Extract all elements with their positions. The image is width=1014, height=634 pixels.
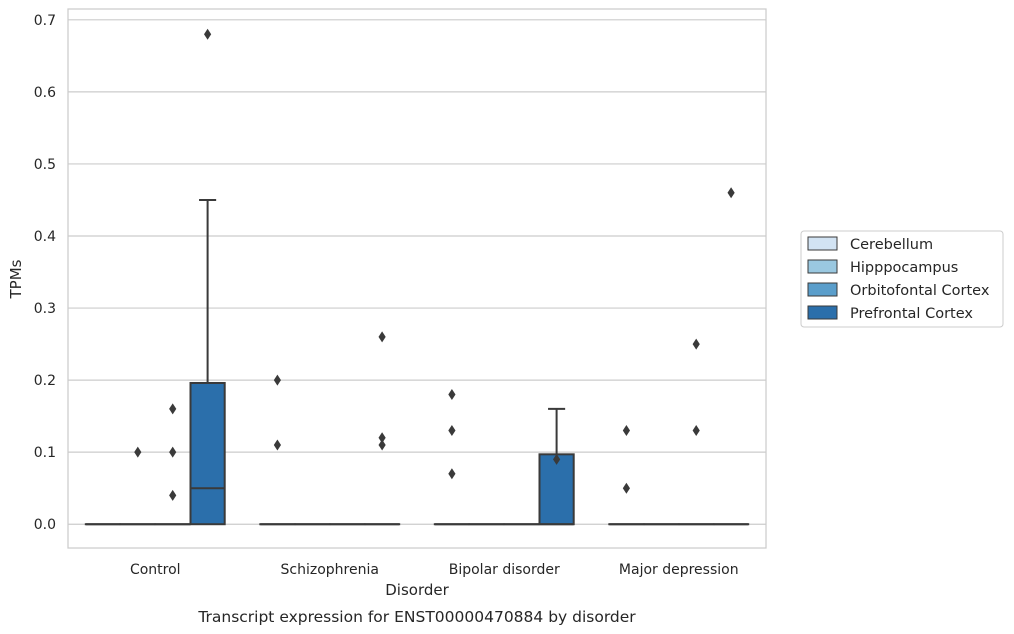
y-tick-label: 0.5 bbox=[34, 157, 56, 173]
y-tick-label: 0.6 bbox=[34, 85, 56, 101]
chart-caption: Transcript expression for ENST0000047088… bbox=[197, 608, 636, 626]
outlier-point bbox=[134, 446, 142, 458]
outlier-point bbox=[169, 446, 177, 458]
legend-label: Cerebellum bbox=[850, 237, 933, 253]
outlier-point bbox=[622, 482, 630, 494]
x-tick-labels: Control Schizophrenia Bipolar disorder Majo… bbox=[130, 562, 739, 578]
x-tick-label: Control bbox=[130, 562, 181, 578]
outlier-point bbox=[273, 374, 281, 386]
y-tick-label: 0.2 bbox=[34, 373, 56, 389]
y-tick-label: 0.1 bbox=[34, 445, 56, 461]
y-tick-label: 0.7 bbox=[34, 13, 56, 29]
x-tick-label: Schizophrenia bbox=[281, 562, 379, 578]
series-cerebellum bbox=[84, 374, 645, 526]
box bbox=[189, 381, 226, 526]
outlier-point bbox=[169, 403, 177, 415]
x-tick-label: Major depression bbox=[619, 562, 739, 578]
series-prefrontal-cortex bbox=[189, 28, 750, 526]
outlier-point bbox=[273, 439, 281, 451]
outlier-point bbox=[378, 432, 386, 444]
outlier-point bbox=[169, 489, 177, 501]
y-tick-label: 0.4 bbox=[34, 229, 56, 245]
outlier-point bbox=[204, 28, 212, 40]
outlier-point bbox=[622, 425, 630, 437]
plot-area-frame bbox=[67, 8, 767, 549]
legend-label: Prefrontal Cortex bbox=[850, 306, 973, 322]
outlier-point bbox=[378, 439, 386, 451]
outlier-point bbox=[692, 425, 700, 437]
y-axis-label: TPMs bbox=[7, 259, 25, 299]
x-axis-label: Disorder bbox=[385, 581, 449, 599]
x-tick-label: Bipolar disorder bbox=[449, 562, 560, 578]
y-tick-labels: 0.0 0.1 0.2 0.3 0.4 0.5 0.6 0.7 bbox=[34, 13, 56, 533]
legend-label: Hipppocampus bbox=[850, 260, 958, 276]
legend-swatch bbox=[807, 236, 838, 251]
legend-frame bbox=[800, 230, 1004, 328]
outlier-point bbox=[378, 331, 386, 343]
legend-swatch bbox=[807, 259, 838, 274]
legend-label: Orbitofontal Cortex bbox=[850, 283, 990, 299]
box-series bbox=[84, 28, 750, 526]
legend-swatch bbox=[807, 305, 838, 320]
y-tick-label: 0.3 bbox=[34, 301, 56, 317]
outlier-point bbox=[448, 389, 456, 401]
outlier-point bbox=[553, 453, 561, 465]
outlier-point bbox=[448, 468, 456, 480]
outlier-point bbox=[727, 187, 735, 199]
legend-swatch bbox=[807, 282, 838, 297]
y-tick-label: 0.0 bbox=[34, 517, 56, 533]
outlier-point bbox=[692, 338, 700, 350]
legend: Cerebellum Hipppocampus Orbitofontal Corte… bbox=[800, 230, 1004, 328]
outlier-point bbox=[448, 425, 456, 437]
